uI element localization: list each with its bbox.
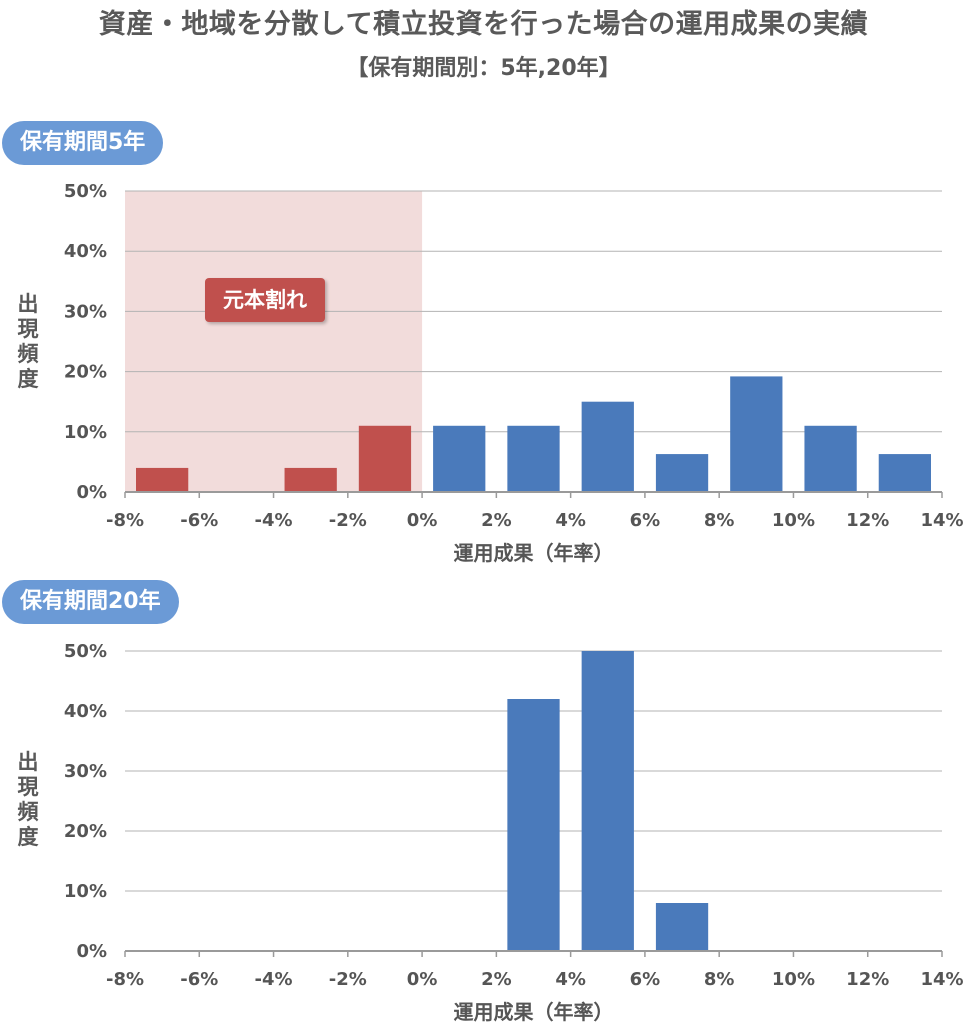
bar: [358, 425, 412, 492]
x-tick-label: -2%: [329, 510, 367, 531]
y-tick-label: 20%: [64, 362, 107, 383]
bar: [136, 467, 189, 492]
y-tick-label: 10%: [64, 881, 107, 902]
panel-label-20y: 保有期間20年: [2, 580, 179, 624]
x-tick-label: -6%: [180, 510, 218, 531]
y-axis-label-5y: 出現頻度: [17, 292, 39, 391]
x-tick-label: 6%: [630, 510, 661, 531]
bar: [581, 401, 634, 492]
x-tick-label: 14%: [920, 510, 963, 531]
page-subtitle: 【保有期間別：5年,20年】: [346, 56, 621, 81]
x-tick-label: 14%: [920, 969, 963, 990]
y-tick-label: 40%: [64, 701, 107, 722]
x-tick-label: 2%: [481, 510, 512, 531]
x-tick-label: 8%: [704, 510, 735, 531]
y-tick-label: 40%: [64, 241, 107, 262]
panel-label-5y: 保有期間5年: [2, 121, 164, 165]
x-tick-label: -6%: [180, 969, 218, 990]
chart-20y: 0% 10% 20% 30% 40% 50% -8% -6% -4% -2% 0% 2% 4% 6% 8% 1…: [64, 641, 964, 1024]
x-tick-label: 8%: [704, 969, 735, 990]
y-tick-label: 50%: [64, 641, 107, 662]
x-tick-label: 0%: [407, 510, 438, 531]
bar: [507, 699, 560, 951]
x-tick-label: -2%: [329, 969, 367, 990]
y-tick-label: 10%: [64, 422, 107, 443]
bar: [655, 454, 709, 492]
x-tick-label: -4%: [255, 969, 293, 990]
x-tick-label: -4%: [255, 510, 293, 531]
bar: [507, 425, 560, 492]
x-tick-label: -8%: [106, 510, 144, 531]
bar: [655, 903, 709, 951]
bar: [433, 425, 486, 492]
bar: [581, 651, 634, 951]
x-axis-label: 運用成果（年率）: [454, 541, 614, 565]
x-tick-label: 12%: [846, 969, 889, 990]
y-tick-label: 0%: [76, 482, 107, 503]
y-tick-label: 30%: [64, 301, 107, 322]
x-tick-label: 0%: [407, 969, 438, 990]
y-tick-label: 30%: [64, 761, 107, 782]
y-tick-label: 20%: [64, 821, 107, 842]
bar: [730, 376, 783, 492]
x-tick-label: 6%: [630, 969, 661, 990]
y-tick-label: 50%: [64, 181, 107, 202]
x-tick-label: 10%: [772, 969, 815, 990]
chart-5y: 0% 10% 20% 30% 40% 50% -8% -6% -4% -2% 0% 2% 4% 6% 8% 1…: [64, 181, 964, 565]
bar: [284, 467, 337, 492]
loss-badge: 元本割れ: [205, 278, 325, 322]
y-axis-label-20y: 出現頻度: [17, 750, 39, 849]
bar: [878, 454, 931, 492]
x-tick-label: 2%: [481, 969, 512, 990]
x-tick-label: 4%: [555, 510, 586, 531]
bar: [804, 425, 857, 492]
y-tick-label: 0%: [76, 941, 107, 962]
x-tick-label: 12%: [846, 510, 889, 531]
x-axis-label: 運用成果（年率）: [454, 1000, 614, 1024]
x-tick-label: 4%: [555, 969, 586, 990]
x-tick-label: 10%: [772, 510, 815, 531]
x-tick-label: -8%: [106, 969, 144, 990]
page-title: 資産・地域を分散して積立投資を行った場合の運用成果の実績: [98, 9, 869, 40]
